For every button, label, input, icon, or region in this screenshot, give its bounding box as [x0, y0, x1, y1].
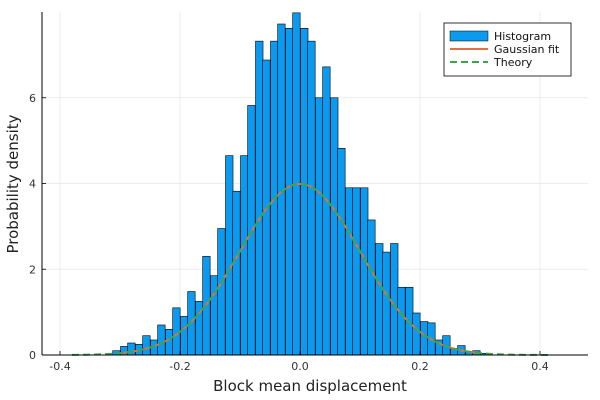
histogram-bar — [225, 155, 234, 356]
y-tick-label: 6 — [29, 92, 36, 105]
legend-label-histogram: Histogram — [494, 30, 551, 43]
y-tick-label: 4 — [29, 178, 36, 191]
theory-line — [71, 182, 552, 356]
histogram-bar — [367, 219, 376, 356]
histogram-bar — [360, 187, 369, 356]
histogram-bar — [180, 316, 189, 356]
axes — [41, 12, 588, 356]
tick-labels: -0.4 -0.2 0.0 0.2 0.4 0 2 4 6 — [29, 92, 549, 373]
histogram-bar — [240, 155, 249, 356]
histogram-bar — [307, 40, 316, 356]
y-tick-label: 2 — [29, 263, 36, 276]
histogram-bar — [330, 97, 339, 356]
histogram-bar — [210, 275, 219, 356]
histogram-bar — [375, 243, 384, 356]
y-tick-label: 0 — [29, 349, 36, 362]
histogram-bar — [397, 286, 406, 356]
histogram-bar — [420, 321, 429, 356]
histogram-bar — [165, 328, 174, 356]
x-tick-label: -0.2 — [169, 360, 190, 373]
histogram-bar — [390, 243, 399, 356]
histogram-bar — [157, 324, 166, 356]
histogram-bar — [300, 27, 309, 356]
histogram-bar — [345, 187, 354, 356]
x-tick-label: -0.4 — [49, 360, 70, 373]
histogram-bar — [412, 312, 421, 356]
histogram-bar — [315, 97, 324, 356]
histogram-bar — [217, 228, 226, 356]
x-tick-label: 0.0 — [291, 360, 309, 373]
histogram-bar — [337, 148, 346, 356]
legend-label-theory: Theory — [493, 56, 533, 69]
histogram-bar — [142, 335, 151, 356]
histogram-bar — [127, 342, 136, 356]
histogram-bar — [255, 40, 264, 356]
legend-histogram-swatch — [449, 30, 489, 42]
histogram-bar — [232, 190, 241, 356]
histogram-bar — [322, 66, 331, 356]
x-tick-label: 0.4 — [531, 360, 549, 373]
x-tick-label: 0.2 — [411, 360, 429, 373]
curves — [71, 182, 552, 356]
histogram-bar — [382, 251, 391, 356]
legend: Histogram Gaussian fit Theory — [443, 22, 572, 77]
y-axis-title: Probability density — [4, 114, 22, 253]
legend-label-gaussian: Gaussian fit — [494, 43, 560, 56]
histogram-bar — [352, 187, 361, 356]
histogram-bar — [285, 27, 294, 356]
x-axis-title: Block mean displacement — [213, 377, 407, 395]
